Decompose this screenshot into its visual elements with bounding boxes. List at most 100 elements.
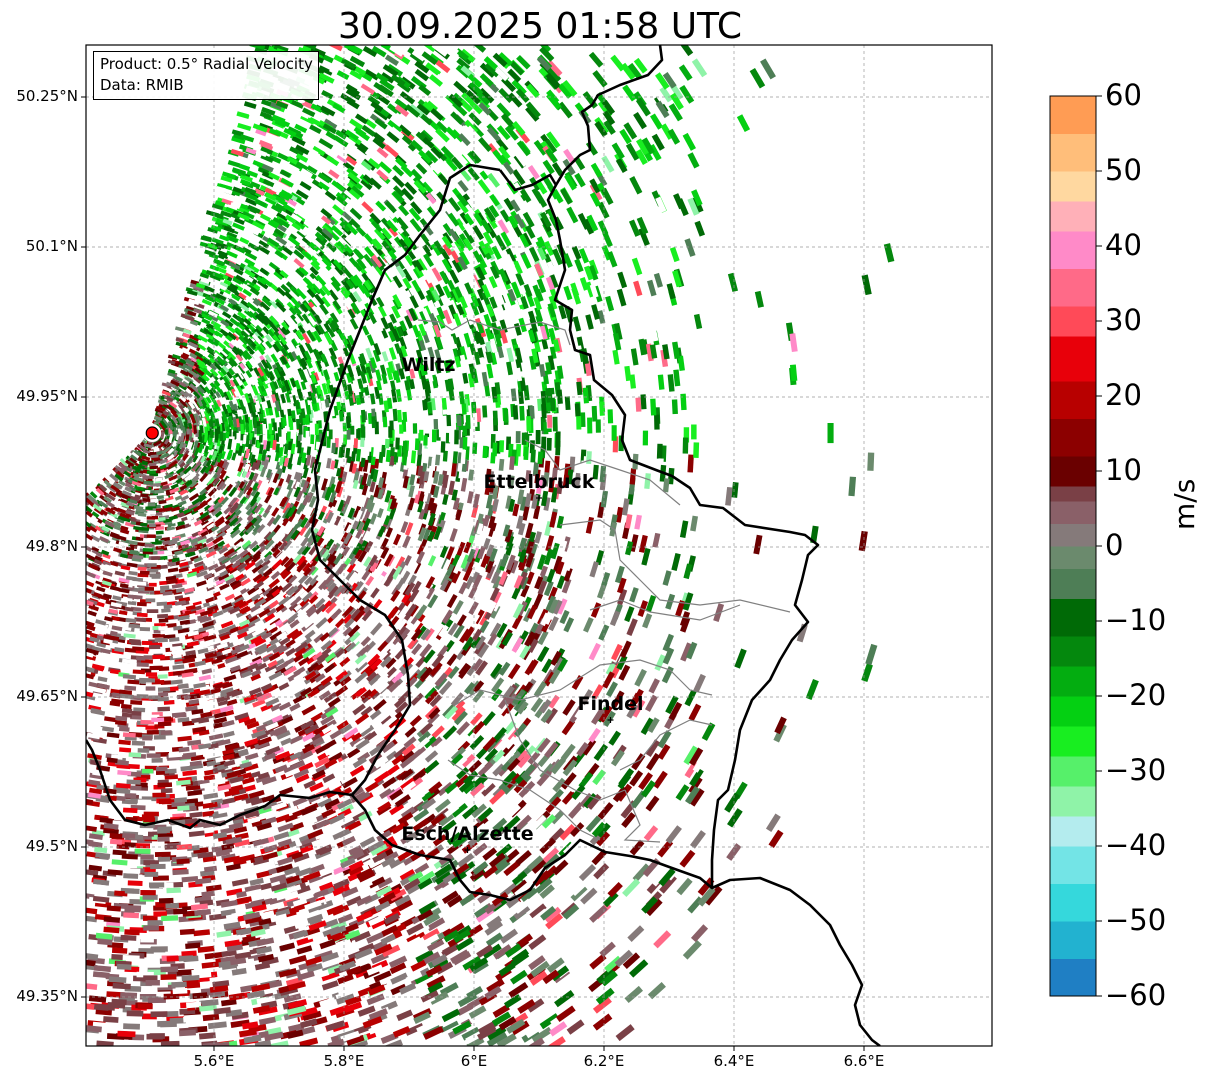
velocity-cell: [466, 197, 479, 212]
velocity-cell: [386, 131, 400, 144]
velocity-cell: [454, 430, 459, 445]
velocity-cell: [281, 581, 293, 593]
velocity-cell: [634, 668, 647, 687]
velocity-cell: [98, 484, 107, 493]
velocity-cell: [679, 84, 695, 104]
velocity-cell: [592, 464, 599, 480]
velocity-cell: [271, 507, 280, 517]
velocity-cell: [504, 495, 512, 510]
velocity-cell: [331, 117, 345, 129]
velocity-cell: [241, 776, 255, 785]
velocity-cell: [283, 161, 296, 171]
velocity-cell: [535, 429, 541, 445]
velocity-cell: [638, 772, 653, 790]
velocity-cell: [678, 45, 694, 57]
velocity-cell: [372, 137, 386, 150]
velocity-cell: [599, 941, 616, 958]
velocity-cell: [419, 643, 433, 658]
velocity-cell: [446, 832, 462, 846]
velocity-cell: [647, 981, 666, 1000]
velocity-cell: [94, 540, 104, 548]
velocity-cell: [163, 699, 175, 705]
velocity-cell: [577, 539, 586, 554]
velocity-cell: [136, 662, 149, 667]
velocity-cell: [213, 358, 222, 366]
velocity-cell: [423, 627, 435, 642]
velocity-cell: [150, 1011, 168, 1018]
velocity-cell: [130, 640, 142, 646]
velocity-cell: [88, 833, 103, 841]
velocity-cell: [590, 602, 602, 618]
velocity-cell: [476, 331, 485, 346]
velocity-cell: [393, 696, 407, 709]
velocity-cell: [213, 722, 225, 729]
velocity-cell: [527, 731, 540, 746]
velocity-cell: [131, 710, 142, 716]
velocity-cell: [312, 145, 326, 157]
velocity-cell: [680, 393, 687, 411]
velocity-cell: [212, 324, 222, 333]
velocity-cell: [522, 211, 535, 228]
velocity-cell: [528, 955, 546, 971]
velocity-cell: [429, 694, 443, 708]
velocity-cell: [512, 169, 526, 186]
velocity-cell: [438, 424, 444, 438]
velocity-cell: [295, 268, 306, 278]
velocity-cell: [550, 809, 565, 825]
velocity-cell: [564, 396, 571, 411]
velocity-cell: [326, 457, 332, 469]
velocity-cell: [262, 586, 274, 597]
velocity-cell: [410, 688, 423, 701]
velocity-cell: [234, 284, 244, 292]
velocity-cell: [325, 639, 337, 651]
velocity-cell: [124, 521, 136, 528]
velocity-cell: [464, 575, 475, 590]
velocity-cell: [629, 839, 645, 856]
velocity-cell: [325, 847, 340, 858]
velocity-cell: [289, 734, 304, 745]
velocity-cell: [290, 99, 304, 109]
velocity-cell: [96, 641, 107, 648]
velocity-cell: [253, 491, 261, 500]
velocity-cell: [417, 730, 431, 744]
velocity-cell: [124, 792, 137, 799]
velocity-cell: [736, 114, 751, 133]
velocity-cell: [508, 498, 516, 513]
velocity-cell: [193, 401, 201, 411]
velocity-cell: [245, 197, 258, 206]
velocity-cell: [192, 600, 203, 607]
velocity-cell: [659, 86, 673, 103]
velocity-cell: [222, 509, 232, 519]
velocity-cell: [214, 510, 223, 518]
velocity-cell: [309, 456, 316, 469]
velocity-cell: [617, 271, 628, 289]
velocity-cell: [224, 563, 235, 571]
velocity-cell: [473, 816, 489, 831]
velocity-cell: [345, 447, 351, 459]
velocity-cell: [249, 264, 260, 274]
velocity-cell: [547, 415, 553, 428]
velocity-cell: [609, 610, 621, 627]
velocity-cell: [130, 714, 143, 720]
velocity-cell: [518, 522, 526, 536]
velocity-cell: [360, 437, 365, 447]
velocity-cell: [234, 327, 243, 335]
velocity-cell: [86, 619, 95, 628]
velocity-cell: [292, 546, 302, 558]
velocity-cell: [348, 292, 358, 304]
velocity-cell: [503, 408, 509, 423]
velocity-cell: [478, 137, 492, 153]
velocity-cell: [155, 477, 163, 482]
velocity-cell: [462, 437, 468, 450]
velocity-cell: [596, 967, 615, 985]
velocity-cell: [486, 363, 494, 379]
velocity-cell: [591, 848, 608, 866]
velocity-cell: [474, 640, 486, 656]
velocity-cell: [97, 938, 113, 946]
velocity-cell: [359, 137, 372, 149]
velocity-cell: [479, 62, 496, 78]
velocity-cell: [124, 685, 137, 691]
velocity-cell: [471, 571, 480, 584]
velocity-cell: [462, 237, 474, 251]
velocity-cell: [96, 612, 106, 620]
